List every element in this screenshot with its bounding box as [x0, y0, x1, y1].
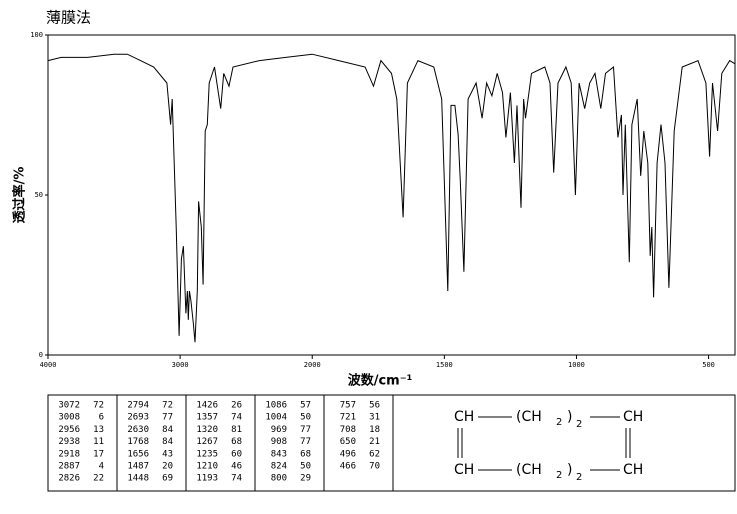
peak-wavenumber: 757	[340, 401, 356, 411]
x-axis-label: 波数/cm⁻¹	[348, 373, 413, 389]
group-close: )	[567, 462, 572, 478]
peak-transmittance: 74	[231, 474, 242, 484]
x-tick-label: 1500	[436, 361, 453, 369]
peak-transmittance: 84	[162, 437, 173, 447]
atom-label: CH	[623, 409, 643, 425]
peak-transmittance: 70	[369, 462, 380, 472]
peak-wavenumber: 800	[271, 474, 287, 484]
peak-transmittance: 50	[300, 462, 311, 472]
subscript: 2	[556, 470, 562, 481]
peak-transmittance: 74	[231, 413, 242, 423]
x-tick-label: 1000	[568, 361, 585, 369]
x-tick-label: 4000	[40, 361, 57, 369]
peak-transmittance: 77	[300, 437, 311, 447]
peak-transmittance: 22	[93, 474, 104, 484]
peak-transmittance: 13	[93, 425, 104, 435]
x-tick-label: 2000	[304, 361, 321, 369]
peak-transmittance: 77	[300, 425, 311, 435]
peak-transmittance: 20	[162, 462, 173, 472]
table-frame	[47, 394, 736, 492]
peak-wavenumber: 3008	[58, 413, 80, 423]
atom-label: CH	[454, 462, 474, 478]
y-axis-label: 透过率/%	[12, 167, 28, 224]
peak-transmittance: 72	[162, 401, 173, 411]
atom-label: CH	[454, 409, 474, 425]
peak-transmittance: 69	[162, 474, 173, 484]
peak-transmittance: 46	[231, 462, 242, 472]
x-tick-label: 500	[702, 361, 715, 369]
peak-wavenumber: 908	[271, 437, 287, 447]
peak-wavenumber: 1448	[127, 474, 149, 484]
peak-transmittance: 68	[231, 437, 242, 447]
peak-transmittance: 31	[369, 413, 380, 423]
peak-transmittance: 84	[162, 425, 173, 435]
group-close: )	[567, 409, 572, 425]
peak-transmittance: 6	[99, 413, 104, 423]
peak-transmittance: 62	[369, 449, 380, 459]
peak-wavenumber: 969	[271, 425, 287, 435]
subscript: 2	[576, 419, 582, 430]
peak-wavenumber: 1235	[196, 449, 218, 459]
peak-wavenumber: 2938	[58, 437, 80, 447]
subscript: 2	[556, 417, 562, 428]
peak-wavenumber: 1656	[127, 449, 149, 459]
peak-wavenumber: 2794	[127, 401, 149, 411]
peak-wavenumber: 1487	[127, 462, 149, 472]
peak-transmittance: 43	[162, 449, 173, 459]
peak-transmittance: 72	[93, 401, 104, 411]
group-label: (CH	[516, 462, 542, 478]
peak-transmittance: 57	[300, 401, 311, 411]
peak-wavenumber: 1210	[196, 462, 218, 472]
peak-wavenumber: 1426	[196, 401, 218, 411]
y-tick-label: 0	[39, 351, 43, 359]
peak-wavenumber: 2630	[127, 425, 149, 435]
peak-transmittance: 21	[369, 437, 380, 447]
peak-wavenumber: 496	[340, 449, 356, 459]
peak-wavenumber: 1193	[196, 474, 218, 484]
peak-transmittance: 50	[300, 413, 311, 423]
spectrum-line	[47, 53, 736, 343]
peak-wavenumber: 1004	[265, 413, 287, 423]
peak-wavenumber: 1768	[127, 437, 149, 447]
peak-wavenumber: 1267	[196, 437, 218, 447]
subscript: 2	[576, 472, 582, 483]
group-label: (CH	[516, 409, 542, 425]
peak-wavenumber: 466	[340, 462, 356, 472]
plot-frame	[47, 34, 736, 356]
peak-transmittance: 77	[162, 413, 173, 423]
peak-transmittance: 4	[99, 462, 104, 472]
peak-transmittance: 11	[93, 437, 104, 447]
peak-transmittance: 29	[300, 474, 311, 484]
structure: CH (CH 2) 2 CH CH (CH 2) 2 CH	[454, 409, 643, 483]
peak-wavenumber: 843	[271, 449, 287, 459]
peak-wavenumber: 1086	[265, 401, 287, 411]
atom-label: CH	[623, 462, 643, 478]
y-tick-label: 50	[35, 191, 43, 199]
peak-wavenumber: 650	[340, 437, 356, 447]
peak-wavenumber: 3072	[58, 401, 80, 411]
peak-wavenumber: 824	[271, 462, 287, 472]
peak-transmittance: 18	[369, 425, 380, 435]
peak-transmittance: 81	[231, 425, 242, 435]
peak-wavenumber: 1320	[196, 425, 218, 435]
peak-transmittance: 56	[369, 401, 380, 411]
peak-transmittance: 68	[300, 449, 311, 459]
peak-wavenumber: 2956	[58, 425, 80, 435]
peak-wavenumber: 2918	[58, 449, 80, 459]
peak-wavenumber: 721	[340, 413, 356, 423]
peak-transmittance: 17	[93, 449, 104, 459]
peak-wavenumber: 2887	[58, 462, 80, 472]
peak-transmittance: 60	[231, 449, 242, 459]
peak-wavenumber: 2693	[127, 413, 149, 423]
chart-title: 薄膜法	[46, 9, 91, 27]
peak-wavenumber: 708	[340, 425, 356, 435]
y-tick-label: 100	[30, 31, 43, 39]
peak-wavenumber: 2826	[58, 474, 80, 484]
x-tick-label: 3000	[172, 361, 189, 369]
peak-wavenumber: 1357	[196, 413, 218, 423]
peak-transmittance: 26	[231, 401, 242, 411]
